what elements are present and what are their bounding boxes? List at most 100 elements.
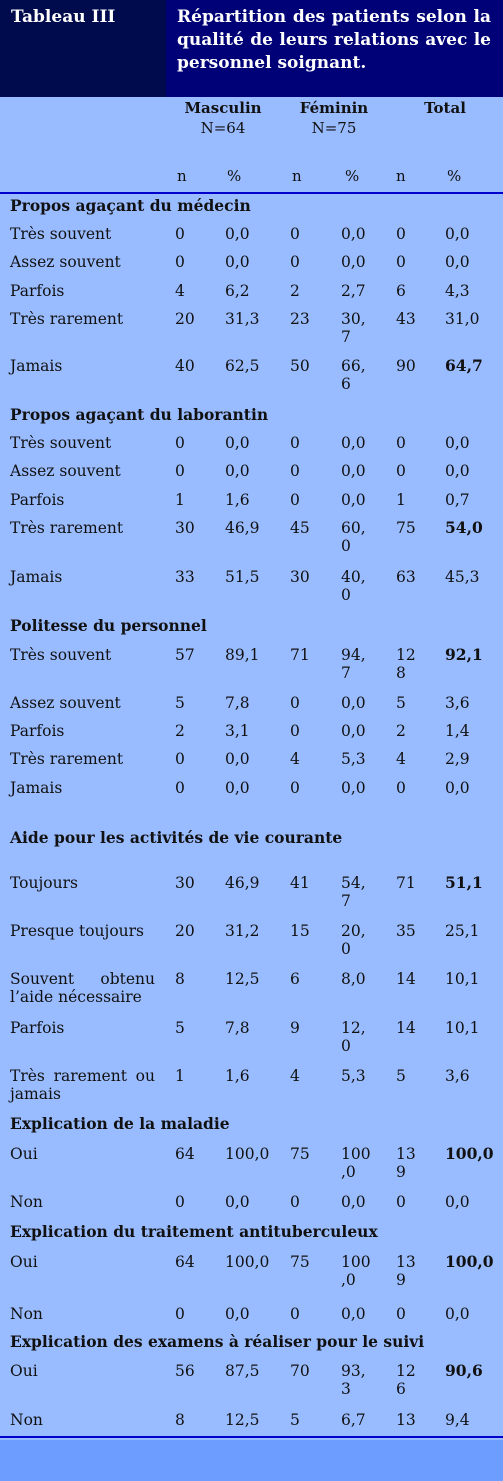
- section-label: Explication du traitement antituberculeu…: [10, 1222, 378, 1241]
- cell-n3: 35: [396, 922, 416, 940]
- cell-n2: 0: [290, 491, 300, 509]
- cell-p3: 0,0: [445, 1305, 470, 1323]
- cell-n2: 71: [290, 646, 310, 664]
- subhead-n: n: [177, 167, 187, 185]
- cell-p3: 0,0: [445, 1193, 470, 1211]
- cell-n2: 4: [290, 750, 300, 768]
- cell-p1: 89,1: [225, 646, 260, 664]
- cell-n3: 0: [396, 225, 406, 243]
- row-label: Très rarement: [10, 750, 124, 768]
- row-label: Très rarement: [10, 519, 124, 537]
- cell-n1: 30: [175, 519, 195, 537]
- row-label: Très rarement ou jamais: [10, 1067, 155, 1103]
- cell-p2: 100 ,0: [341, 1253, 371, 1289]
- col-masculin: Masculin N=64: [178, 98, 268, 138]
- row-label: Non: [10, 1305, 43, 1323]
- section-label: Explication de la maladie: [10, 1114, 230, 1133]
- cell-p2: 0,0: [341, 253, 366, 271]
- cell-n2: 6: [290, 970, 300, 988]
- cell-n1: 33: [175, 568, 195, 586]
- cell-p1: 7,8: [225, 694, 250, 712]
- table-number: Tableau III: [0, 0, 166, 97]
- row-label: Très souvent: [10, 646, 112, 664]
- cell-p2: 54, 7: [341, 874, 366, 910]
- cell-n3: 14: [396, 1019, 416, 1037]
- cell-p3: 1,4: [445, 722, 470, 740]
- row-label: Assez souvent: [10, 253, 121, 271]
- cell-n1: 5: [175, 694, 185, 712]
- cell-n1: 8: [175, 1411, 185, 1429]
- cell-n1: 0: [175, 1193, 185, 1211]
- cell-p1: 100,0: [225, 1253, 270, 1271]
- cell-p1: 0,0: [225, 225, 250, 243]
- cell-p2: 6,7: [341, 1411, 366, 1429]
- subhead-pct: %: [227, 167, 242, 185]
- cell-p3: 2,9: [445, 750, 470, 768]
- cell-n3: 71: [396, 874, 416, 892]
- cell-p2: 20, 0: [341, 922, 366, 958]
- cell-n3: 0: [396, 779, 406, 797]
- cell-p1: 0,0: [225, 434, 250, 452]
- cell-n1: 64: [175, 1253, 195, 1271]
- row-label: Parfois: [10, 282, 65, 300]
- row-label: Jamais: [10, 779, 63, 797]
- cell-n2: 23: [290, 310, 310, 328]
- cell-p1: 12,5: [225, 1411, 260, 1429]
- table-footer: [0, 1440, 503, 1481]
- col-masculin-label: Masculin: [184, 99, 262, 117]
- cell-p1: 46,9: [225, 519, 260, 537]
- cell-p1: 0,0: [225, 253, 250, 271]
- cell-p2: 0,0: [341, 434, 366, 452]
- cell-p2: 0,0: [341, 462, 366, 480]
- cell-n3: 75: [396, 519, 416, 537]
- row-label: Souvent obtenu l’aide nécessaire: [10, 970, 155, 1006]
- subhead-pct: %: [345, 167, 360, 185]
- cell-p3: 51,1: [445, 873, 483, 892]
- cell-p2: 0,0: [341, 1305, 366, 1323]
- row-label: Assez souvent: [10, 694, 121, 712]
- cell-p3: 25,1: [445, 922, 480, 940]
- section-label: Propos agaçant du laborantin: [10, 405, 269, 424]
- cell-n1: 64: [175, 1145, 195, 1163]
- cell-p3: 4,3: [445, 282, 470, 300]
- cell-p3: 10,1: [445, 1019, 480, 1037]
- cell-p2: 0,0: [341, 491, 366, 509]
- cell-n1: 0: [175, 1305, 185, 1323]
- cell-n3: 63: [396, 568, 416, 586]
- cell-n1: 0: [175, 750, 185, 768]
- col-feminin-label: Féminin: [299, 99, 369, 117]
- cell-n2: 0: [290, 694, 300, 712]
- cell-n1: 30: [175, 874, 195, 892]
- cell-n2: 45: [290, 519, 310, 537]
- cell-p1: 46,9: [225, 874, 260, 892]
- cell-p3: 54,0: [445, 518, 483, 537]
- cell-n1: 4: [175, 282, 185, 300]
- cell-p2: 40, 0: [341, 568, 366, 604]
- cell-p1: 1,6: [225, 1067, 250, 1085]
- cell-n2: 0: [290, 1193, 300, 1211]
- cell-n2: 0: [290, 462, 300, 480]
- cell-p1: 0,0: [225, 1305, 250, 1323]
- cell-n2: 5: [290, 1411, 300, 1429]
- col-masculin-n: N=64: [200, 119, 246, 137]
- cell-n1: 0: [175, 225, 185, 243]
- cell-p3: 3,6: [445, 694, 470, 712]
- cell-n3: 0: [396, 434, 406, 452]
- cell-n1: 0: [175, 462, 185, 480]
- row-label: Très souvent: [10, 225, 112, 243]
- cell-p3: 100,0: [445, 1252, 494, 1271]
- col-total: Total: [412, 98, 478, 118]
- cell-n3: 0: [396, 1193, 406, 1211]
- cell-p1: 62,5: [225, 357, 260, 375]
- section-label: Propos agaçant du médecin: [10, 196, 251, 215]
- cell-n1: 40: [175, 357, 195, 375]
- cell-p2: 94, 7: [341, 646, 366, 682]
- cell-p1: 0,0: [225, 750, 250, 768]
- row-label: Très souvent: [10, 434, 112, 452]
- cell-p2: 5,3: [341, 750, 366, 768]
- cell-p1: 6,2: [225, 282, 250, 300]
- cell-n2: 15: [290, 922, 310, 940]
- cell-n1: 20: [175, 310, 195, 328]
- col-total-label: Total: [424, 99, 466, 117]
- cell-n1: 0: [175, 779, 185, 797]
